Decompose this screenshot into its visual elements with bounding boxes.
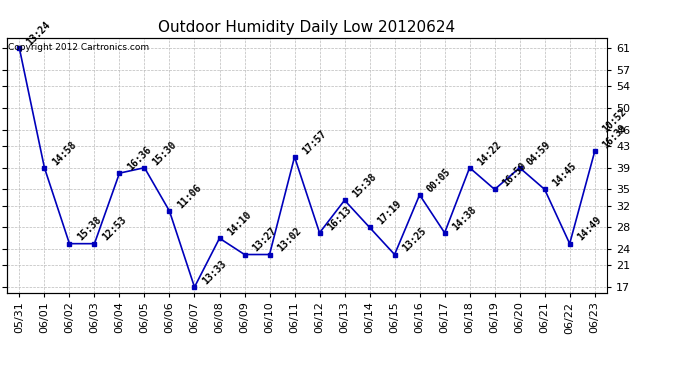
Text: 14:58: 14:58 — [50, 139, 78, 167]
Text: 15:30: 15:30 — [150, 139, 178, 167]
Text: 14:38: 14:38 — [450, 204, 478, 232]
Text: 16:39: 16:39 — [600, 123, 628, 151]
Text: 15:38: 15:38 — [350, 172, 378, 200]
Text: 13:02: 13:02 — [275, 226, 303, 254]
Text: 13:33: 13:33 — [200, 258, 228, 286]
Text: 13:27: 13:27 — [250, 226, 278, 254]
Text: 14:49: 14:49 — [575, 215, 603, 243]
Text: 16:50: 16:50 — [500, 161, 528, 189]
Text: 14:10: 14:10 — [225, 210, 253, 237]
Text: 13:24: 13:24 — [25, 20, 53, 48]
Text: 12:53: 12:53 — [100, 215, 128, 243]
Text: 16:13: 16:13 — [325, 204, 353, 232]
Text: 10:52: 10:52 — [600, 106, 628, 134]
Title: Outdoor Humidity Daily Low 20120624: Outdoor Humidity Daily Low 20120624 — [159, 20, 455, 35]
Text: 14:45: 14:45 — [550, 161, 578, 189]
Text: 13:25: 13:25 — [400, 226, 428, 254]
Text: Copyright 2012 Cartronics.com: Copyright 2012 Cartronics.com — [8, 43, 149, 52]
Text: 16:36: 16:36 — [125, 144, 153, 172]
Text: 04:59: 04:59 — [525, 139, 553, 167]
Text: 15:38: 15:38 — [75, 215, 103, 243]
Text: 14:22: 14:22 — [475, 139, 503, 167]
Text: 11:06: 11:06 — [175, 183, 203, 210]
Text: 00:05: 00:05 — [425, 166, 453, 194]
Text: 17:57: 17:57 — [300, 128, 328, 156]
Text: 17:19: 17:19 — [375, 199, 403, 226]
